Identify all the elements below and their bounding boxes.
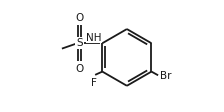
Text: NH: NH: [86, 32, 102, 43]
Text: O: O: [75, 64, 84, 74]
Text: Br: Br: [159, 71, 171, 81]
Text: O: O: [75, 13, 84, 23]
Text: S: S: [76, 38, 83, 48]
Text: F: F: [91, 78, 97, 88]
